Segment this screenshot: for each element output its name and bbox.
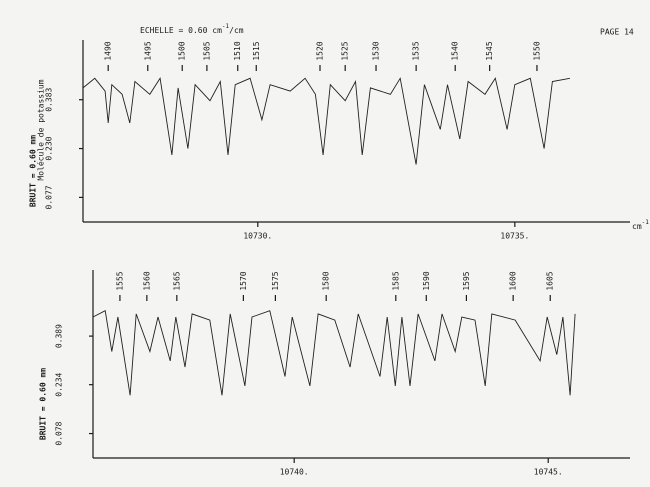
y-tick-label: 0.234: [55, 372, 64, 396]
scale-unit: /cm: [229, 26, 244, 35]
x-axis-label: cm-1: [632, 219, 649, 231]
x-unit-sup: -1: [642, 219, 650, 226]
x-tick-label: 10735.: [500, 232, 529, 241]
y-tick-label: 0.230: [45, 136, 54, 160]
y-tick-label: 0.078: [55, 421, 64, 445]
line-number: 1575: [271, 271, 280, 290]
line-number: 1550: [532, 41, 541, 60]
line-number: 1495: [143, 41, 152, 60]
scale-label: ECHELLE = 0.60 cm-1/cm: [140, 23, 244, 35]
x-tick-label: 10740.: [280, 468, 309, 477]
line-number: 1535: [412, 41, 421, 60]
line-number: 1600: [509, 271, 518, 290]
molecule-label: Molécule de potassium: [36, 79, 46, 180]
line-number: 1570: [239, 271, 248, 290]
line-number: 1585: [391, 271, 400, 290]
scale-text: ECHELLE = 0.60 cm: [140, 26, 222, 35]
y-tick-label: 0.389: [55, 324, 64, 348]
spectrum-line: [92, 310, 576, 396]
line-number: 1490: [104, 41, 113, 60]
line-number: 1590: [422, 271, 431, 290]
line-number: 1500: [178, 41, 187, 60]
scale-sup: -1: [222, 23, 230, 30]
x-unit: cm: [632, 222, 642, 231]
line-number: 1555: [115, 271, 124, 290]
line-number: 1580: [322, 271, 331, 290]
line-number: 1505: [202, 41, 211, 60]
line-number: 1605: [546, 271, 555, 290]
line-number: 1560: [142, 271, 151, 290]
y-tick-label: 0.383: [45, 87, 54, 111]
spectrum-line: [82, 77, 570, 165]
line-number: 1595: [462, 271, 471, 290]
x-tick-label: 10745.: [534, 468, 563, 477]
line-number: 1530: [372, 41, 381, 60]
line-number: 1565: [172, 271, 181, 290]
line-number: 1545: [485, 41, 494, 60]
y-axis-label: BRUIT = 0.60 mm: [39, 368, 48, 440]
page-number: PAGE 14: [600, 28, 634, 37]
line-number: 1525: [341, 41, 350, 60]
y-axis-label: BRUIT = 0.60 mm: [29, 135, 38, 207]
line-number: 1515: [252, 41, 261, 60]
y-tick-label: 0.077: [45, 185, 54, 209]
line-number: 1520: [315, 41, 324, 60]
line-number: 1510: [233, 41, 242, 60]
line-number: 1540: [451, 41, 460, 60]
x-tick-label: 10730.: [243, 232, 272, 241]
